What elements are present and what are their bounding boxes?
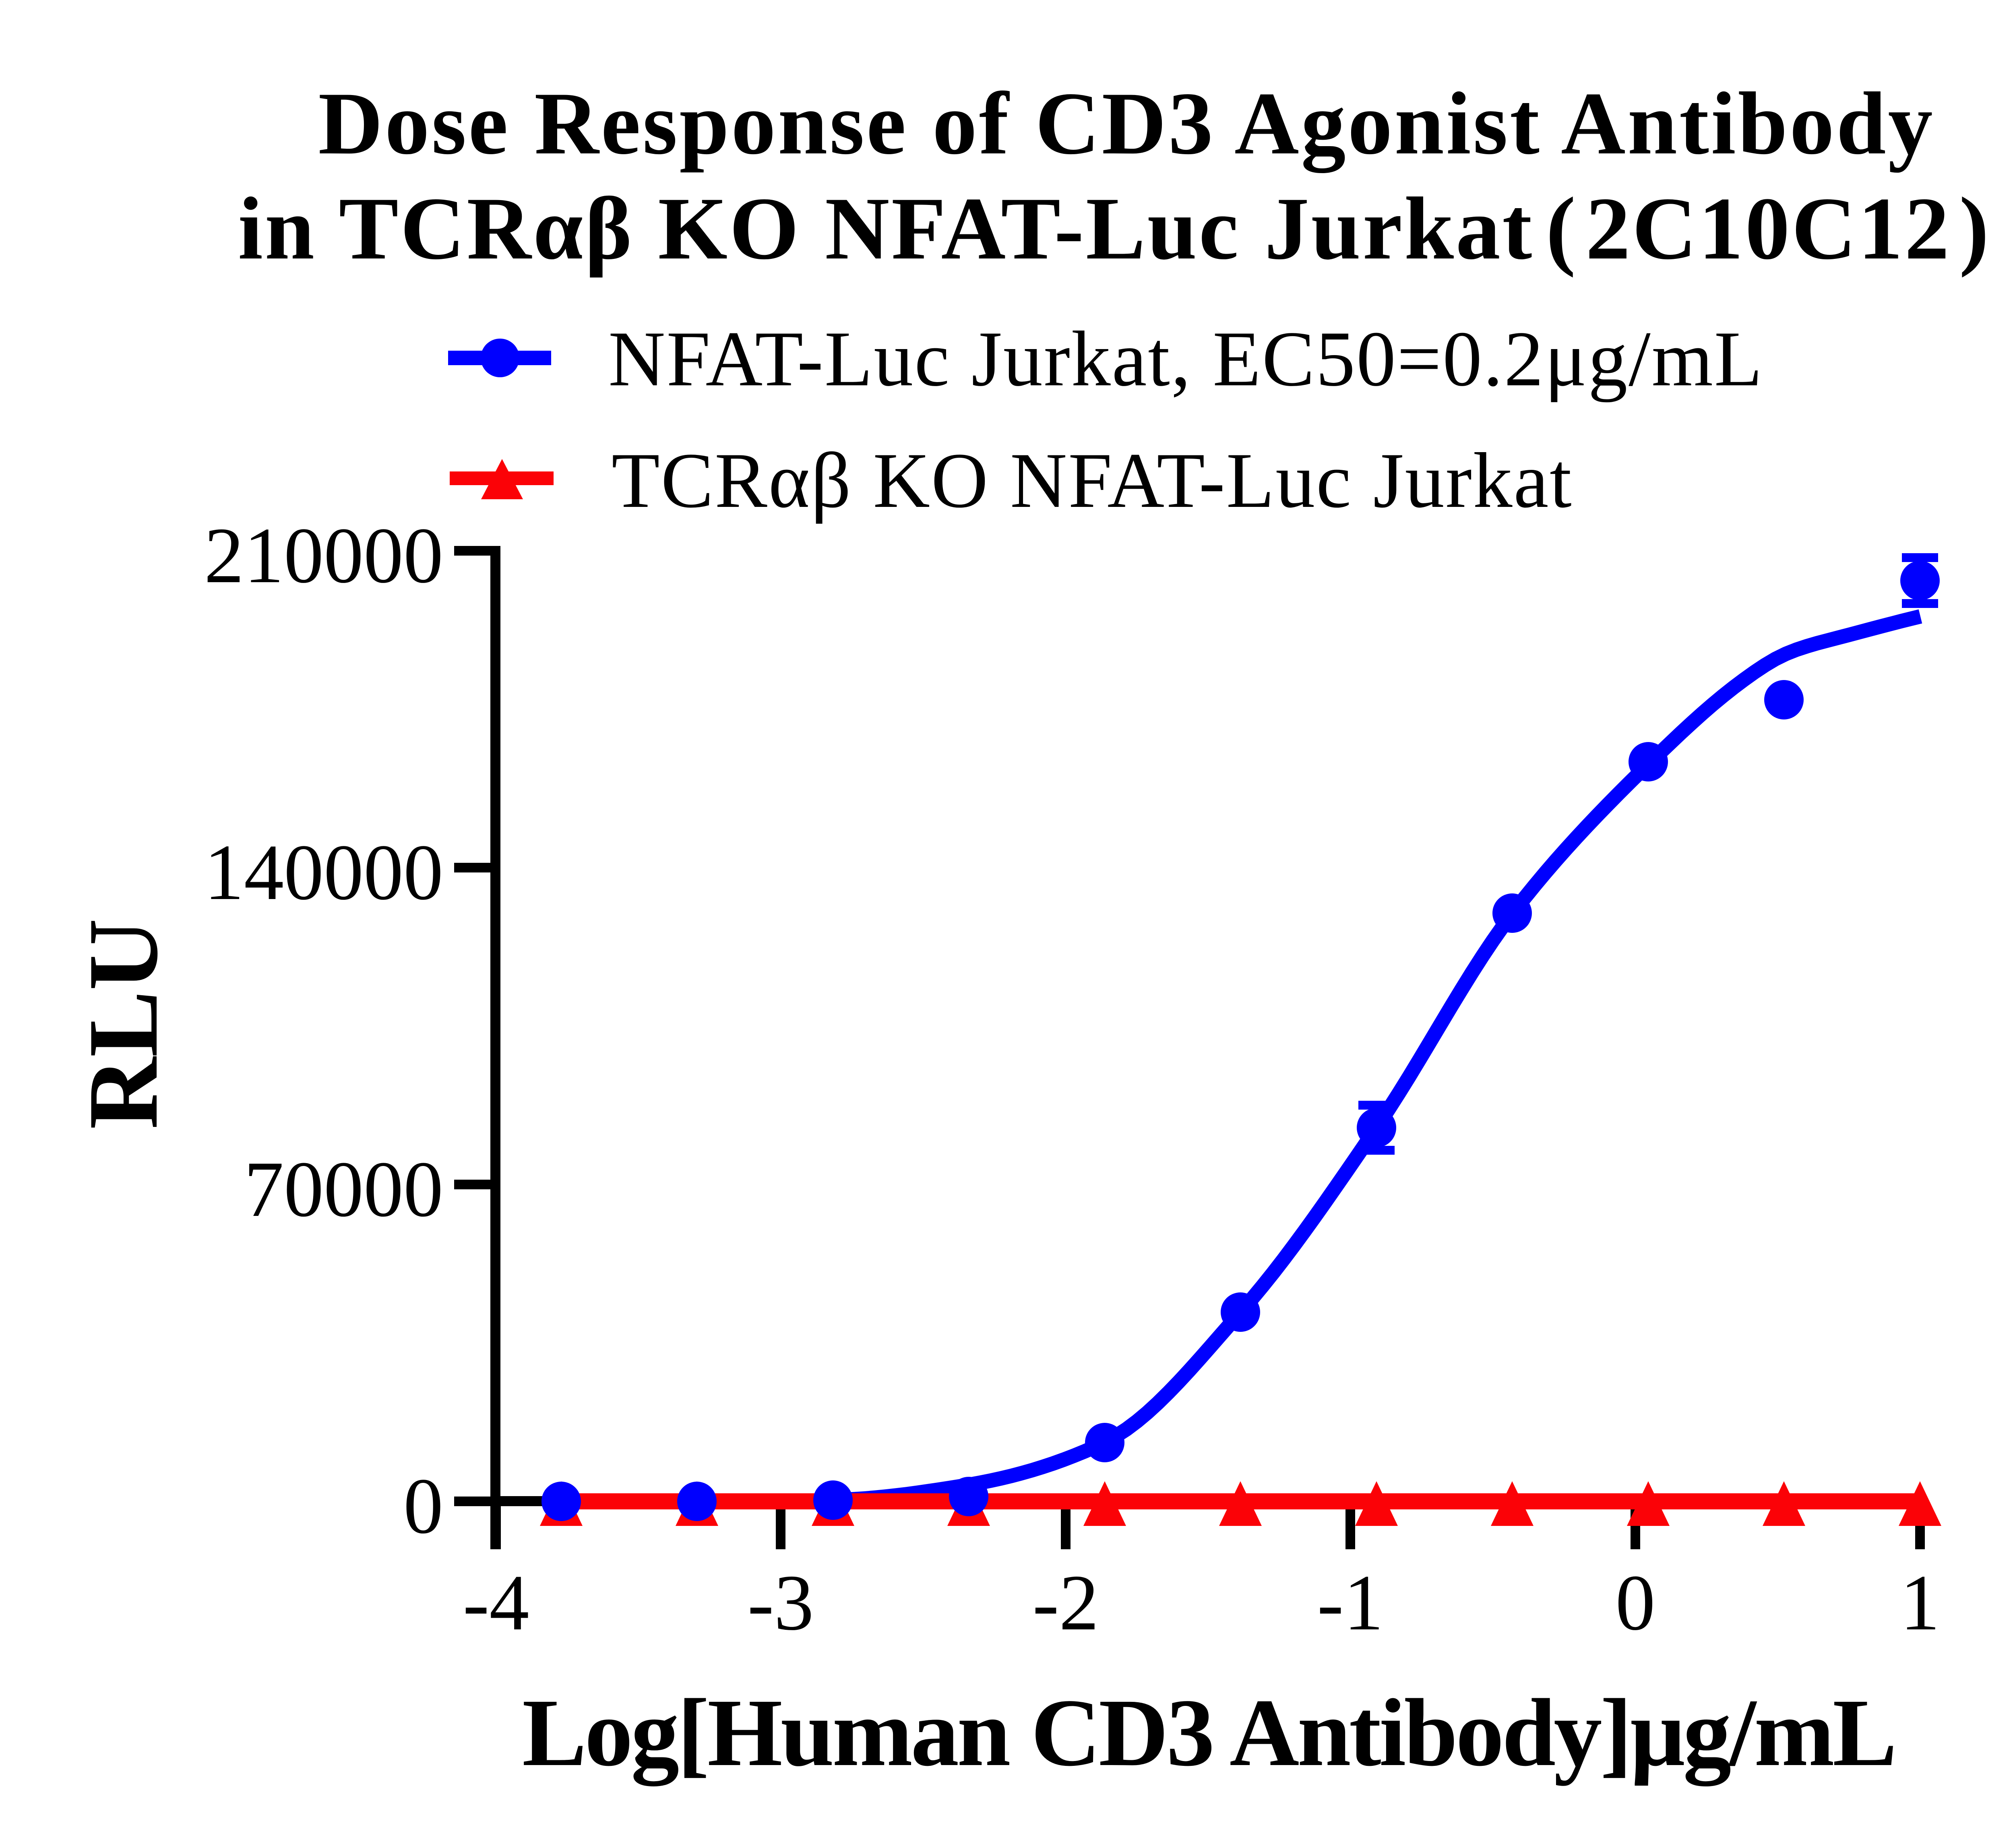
svg-text:0: 0 xyxy=(1616,1559,1655,1647)
svg-text:0: 0 xyxy=(403,1462,443,1550)
svg-text:-1: -1 xyxy=(1317,1559,1384,1647)
svg-text:-2: -2 xyxy=(1033,1559,1099,1647)
svg-text:Dose Response of CD3 Agonist A: Dose Response of CD3 Agonist Antibody xyxy=(318,74,1934,173)
svg-text:-3: -3 xyxy=(748,1559,814,1647)
svg-text:70000: 70000 xyxy=(244,1145,443,1233)
svg-text:NFAT-Luc Jurkat, EC50=0.2μg/mL: NFAT-Luc Jurkat, EC50=0.2μg/mL xyxy=(608,315,1763,403)
svg-text:1: 1 xyxy=(1900,1559,1940,1647)
svg-text:RLU: RLU xyxy=(68,918,178,1129)
svg-text:Log[Human CD3 Antibody]μg/mL: Log[Human CD3 Antibody]μg/mL xyxy=(522,1679,1895,1786)
svg-text:140000: 140000 xyxy=(204,828,443,916)
svg-text:210000: 210000 xyxy=(204,511,443,599)
svg-text:TCRαβ KO NFAT-Luc Jurkat: TCRαβ KO NFAT-Luc Jurkat xyxy=(612,437,1573,524)
svg-text:-4: -4 xyxy=(463,1559,529,1647)
svg-text:in TCRαβ KO NFAT-Luc Jurkat(2C: in TCRαβ KO NFAT-Luc Jurkat (2C10C12) xyxy=(238,179,1991,278)
